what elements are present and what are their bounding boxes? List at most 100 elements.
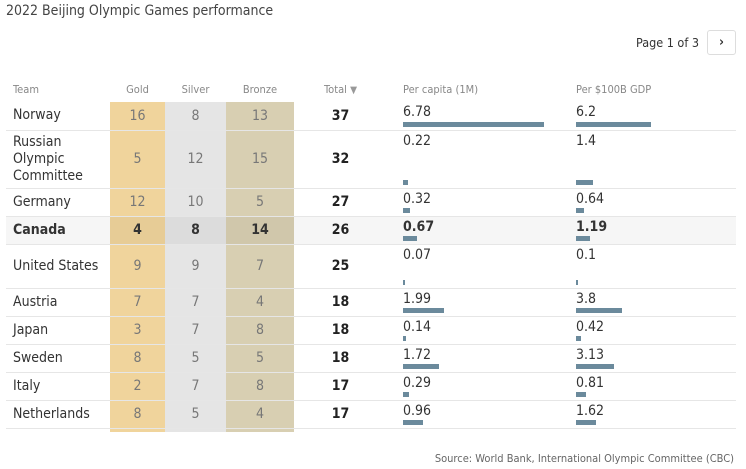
- gold-count: 7: [110, 288, 165, 317]
- header-bronze[interactable]: Bronze: [242, 82, 278, 96]
- per-capita-value: 1.99: [403, 290, 432, 307]
- total-count: 27: [294, 188, 387, 217]
- total-count: 37: [294, 102, 387, 131]
- per-gdp-bar: [576, 419, 596, 425]
- per-gdp-cell: 1.62: [576, 400, 736, 429]
- gold-count: 8: [110, 400, 165, 429]
- per-gdp-value: 1.19: [576, 218, 608, 235]
- table-row: Japan 3 7 8 18 0.14 0.42: [6, 316, 736, 345]
- per-gdp-bar: [576, 235, 591, 241]
- team-name: Canada: [6, 216, 110, 245]
- table-row: Germany 12 10 5 27 0.32 0.64: [6, 188, 736, 217]
- table-row: Sweden 8 5 5 18 1.72 3.13: [6, 344, 736, 373]
- team-name: Germany: [6, 188, 110, 217]
- header-per-gdp[interactable]: Per $100B GDP: [576, 82, 652, 96]
- pagination: Page 1 of 3 ›: [636, 30, 736, 55]
- silver-count: 10: [165, 188, 226, 217]
- silver-count: 7: [165, 372, 226, 401]
- team-name: United States: [6, 244, 110, 289]
- bronze-count: 5: [226, 344, 294, 373]
- silver-count: 8: [165, 102, 226, 131]
- team-name: Russian Olympic Committee: [6, 130, 110, 189]
- medal-table: Team Gold Silver Bronze Total ▼ Per capi…: [6, 76, 736, 429]
- per-gdp-bar: [576, 179, 593, 185]
- per-capita-bar: [403, 279, 405, 285]
- chart-title: 2022 Beijing Olympic Games performance: [6, 3, 274, 19]
- per-capita-cell: 0.14: [387, 316, 576, 345]
- per-capita-cell: 0.96: [387, 400, 576, 429]
- per-capita-bar: [403, 335, 406, 341]
- header-silver[interactable]: Silver: [181, 82, 210, 96]
- bronze-count: 8: [226, 316, 294, 345]
- silver-count: 12: [165, 130, 226, 189]
- bronze-count: 7: [226, 244, 294, 289]
- header-gold[interactable]: Gold: [126, 82, 149, 96]
- per-gdp-cell: 0.1: [576, 244, 736, 289]
- total-count: 17: [294, 400, 387, 429]
- gold-count: 5: [110, 130, 165, 189]
- next-page-button[interactable]: ›: [707, 30, 736, 55]
- per-gdp-bar: [576, 335, 582, 341]
- per-gdp-value: 1.62: [576, 402, 605, 419]
- header-per-capita[interactable]: Per capita (1M): [403, 82, 479, 96]
- per-capita-bar: [403, 307, 445, 313]
- per-gdp-bar: [576, 121, 652, 127]
- per-capita-value: 0.29: [403, 374, 432, 391]
- per-gdp-value: 0.64: [576, 190, 605, 207]
- per-capita-bar: [403, 391, 410, 397]
- header-team[interactable]: Team: [13, 82, 39, 96]
- bronze-count: 14: [226, 216, 294, 245]
- per-capita-bar: [403, 419, 423, 425]
- team-name: Italy: [6, 372, 110, 401]
- total-count: 25: [294, 244, 387, 289]
- per-gdp-value: 0.1: [576, 246, 597, 263]
- bronze-count: 5: [226, 188, 294, 217]
- per-gdp-cell: 1.19: [576, 216, 736, 245]
- per-gdp-cell: 0.42: [576, 316, 736, 345]
- chevron-right-icon: ›: [719, 35, 724, 50]
- bronze-count: 13: [226, 102, 294, 131]
- table-row: Russian Olympic Committee 5 12 15 32 0.2…: [6, 130, 736, 189]
- total-count: 18: [294, 288, 387, 317]
- per-capita-bar: [403, 179, 408, 185]
- total-count: 17: [294, 372, 387, 401]
- per-capita-cell: 0.67: [387, 216, 576, 245]
- total-count: 18: [294, 344, 387, 373]
- gold-count: 16: [110, 102, 165, 131]
- table-row: Austria 7 7 4 18 1.99 3.8: [6, 288, 736, 317]
- per-gdp-cell: 0.64: [576, 188, 736, 217]
- gold-count: 12: [110, 188, 165, 217]
- per-gdp-cell: 0.81: [576, 372, 736, 401]
- silver-count: 5: [165, 400, 226, 429]
- per-gdp-bar: [576, 391, 586, 397]
- per-capita-cell: 1.72: [387, 344, 576, 373]
- gold-count: 8: [110, 344, 165, 373]
- per-gdp-cell: 1.4: [576, 130, 736, 189]
- per-gdp-bar: [576, 363, 614, 369]
- per-capita-cell: 0.07: [387, 244, 576, 289]
- per-capita-cell: 6.78: [387, 102, 576, 131]
- silver-count: 9: [165, 244, 226, 289]
- per-gdp-value: 3.13: [576, 346, 605, 363]
- silver-count: 7: [165, 288, 226, 317]
- header-total-label: Total: [324, 82, 347, 96]
- table-row: Canada 4 8 14 26 0.67 1.19: [6, 216, 736, 245]
- bronze-count: 15: [226, 130, 294, 189]
- per-capita-bar: [403, 207, 410, 213]
- per-capita-value: 0.96: [403, 402, 432, 419]
- table-row: Norway 16 8 13 37 6.78 6.2: [6, 102, 736, 131]
- per-capita-bar: [403, 121, 545, 127]
- per-capita-value: 6.78: [403, 104, 432, 120]
- gold-count: 4: [110, 216, 165, 245]
- team-name: Sweden: [6, 344, 110, 373]
- per-capita-cell: 0.22: [387, 130, 576, 189]
- per-capita-value: 0.67: [403, 218, 435, 235]
- header-total[interactable]: Total ▼: [294, 76, 387, 102]
- per-capita-cell: 1.99: [387, 288, 576, 317]
- per-gdp-cell: 3.8: [576, 288, 736, 317]
- per-capita-cell: 0.32: [387, 188, 576, 217]
- team-name: Netherlands: [6, 400, 110, 429]
- gold-count: 2: [110, 372, 165, 401]
- bronze-count: 4: [226, 288, 294, 317]
